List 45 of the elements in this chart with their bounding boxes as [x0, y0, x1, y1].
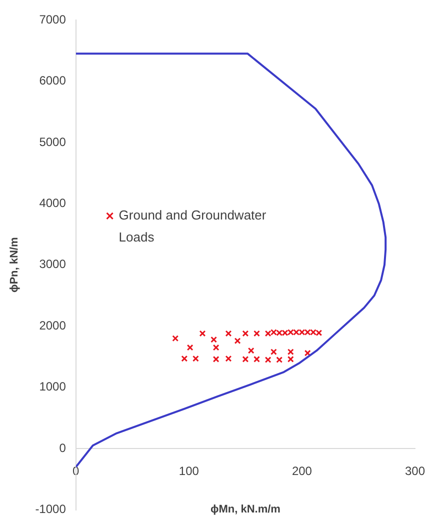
x-tick-label: 300	[404, 464, 426, 478]
point	[225, 330, 232, 337]
x-tick-label: 200	[292, 464, 312, 478]
x-tick-label: 100	[178, 464, 200, 478]
y-tick-label: -1000	[35, 502, 66, 516]
point	[264, 330, 272, 337]
point	[248, 347, 254, 354]
point	[264, 356, 272, 364]
y-axis-title: ϕPn, kN/m	[8, 237, 21, 293]
point	[212, 344, 220, 351]
point	[242, 330, 249, 337]
point	[270, 348, 277, 356]
point	[282, 330, 288, 336]
point	[276, 330, 283, 336]
point	[254, 330, 260, 337]
point	[225, 355, 232, 362]
point	[304, 329, 311, 336]
y-tick-label: 1000	[39, 380, 66, 394]
y-tick-label: 4000	[39, 196, 66, 210]
legend-label: Ground and Groundwater Loads	[118, 208, 267, 244]
point	[310, 329, 316, 336]
y-tick-label: 0	[59, 440, 66, 455]
y-tick-label: 5000	[39, 134, 66, 149]
x-axis-title: ϕMn, kN.m/m	[210, 504, 281, 516]
y-tick-label: 3000	[39, 257, 66, 272]
y-tick-label: 7000	[39, 12, 66, 26]
point	[210, 336, 218, 343]
point	[293, 329, 300, 336]
point	[186, 344, 194, 351]
point	[304, 350, 311, 356]
point	[192, 355, 199, 362]
point	[212, 356, 220, 362]
point	[242, 356, 249, 362]
point	[298, 329, 306, 336]
point	[254, 356, 260, 362]
point	[270, 329, 277, 336]
point	[287, 329, 294, 336]
y-tick-label: 2000	[39, 318, 66, 332]
point	[172, 335, 179, 342]
point	[234, 338, 241, 344]
y-tick-label: 6000	[39, 74, 66, 88]
point	[316, 330, 322, 336]
point	[276, 356, 283, 364]
point	[199, 330, 206, 337]
point	[181, 355, 188, 362]
